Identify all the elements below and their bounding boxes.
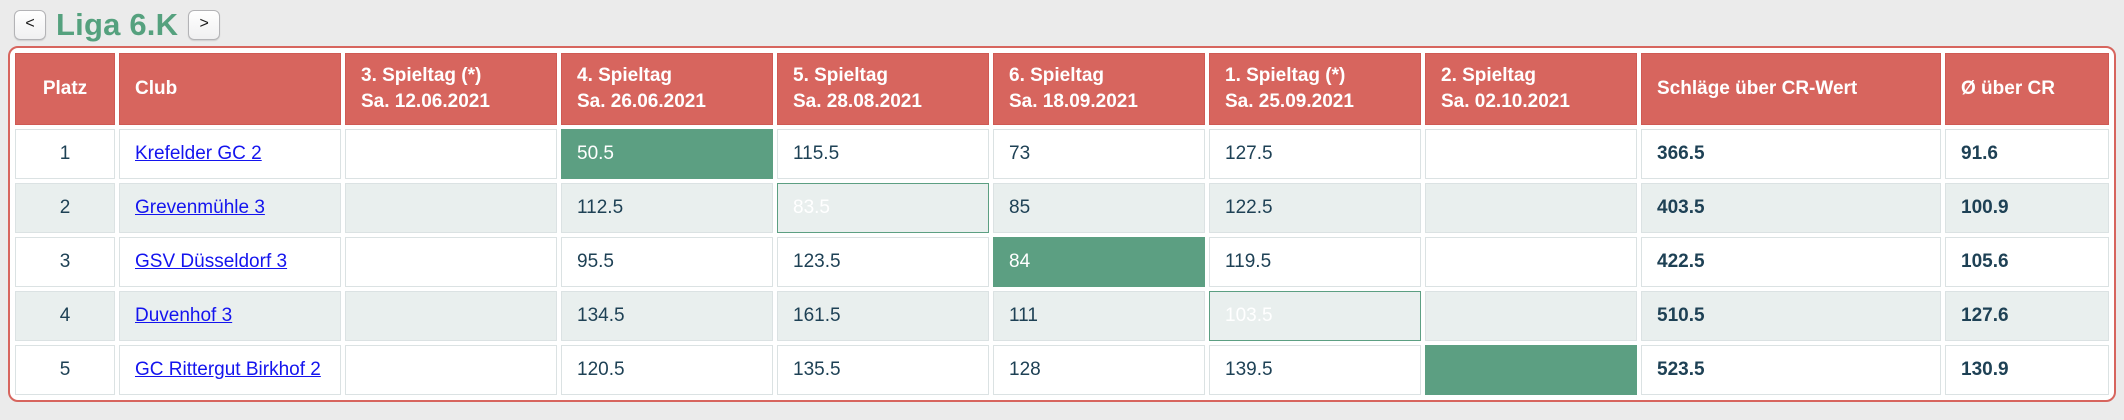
cell-d3 [345,291,557,341]
league-table-container: Platz Club 3. Spieltag (*) Sa. 12.06.2021 4.… [8,46,2116,402]
club-link[interactable]: Grevenmühle 3 [135,197,265,218]
cell-platz: 4 [15,291,115,341]
cell-platz: 5 [15,345,115,395]
cell-d3 [345,237,557,287]
cell-club: Grevenmühle 3 [119,183,341,233]
table-header: Platz Club 3. Spieltag (*) Sa. 12.06.2021 4.… [15,53,2109,125]
cell-d5: 115.5 [777,129,989,179]
column-header-d2: 2. Spieltag Sa. 02.10.2021 [1425,53,1637,125]
club-link[interactable]: Krefelder GC 2 [135,143,262,164]
table-row: 3 GSV Düsseldorf 3 95.5 123.5 84 119.5 422.5 10… [15,237,2109,287]
cell-d2 [1425,183,1637,233]
cell-club: Krefelder GC 2 [119,129,341,179]
cell-d2 [1425,237,1637,287]
cell-d1: 122.5 [1209,183,1421,233]
club-link[interactable]: GSV Düsseldorf 3 [135,251,288,272]
cell-d4: 112.5 [561,183,773,233]
cell-d6: 84 [993,237,1205,287]
toolbar: < Liga 6.K > [0,0,2124,44]
column-header-avg: Ø über CR [1945,53,2109,125]
cell-d4: 50.5 [561,129,773,179]
cell-d6: 128 [993,345,1205,395]
table-row: 4 Duvenhof 3 134.5 161.5 111 103.5 510.5 127.6 [15,291,2109,341]
cell-d6: 111 [993,291,1205,341]
cell-club: GSV Düsseldorf 3 [119,237,341,287]
cell-d4: 134.5 [561,291,773,341]
cell-total: 422.5 [1641,237,1941,287]
next-league-button[interactable]: > [188,10,221,40]
column-header-total: Schläge über CR-Wert [1641,53,1941,125]
cell-d2 [1425,129,1637,179]
cell-d1: 119.5 [1209,237,1421,287]
cell-avg: 127.6 [1945,291,2109,341]
cell-platz: 2 [15,183,115,233]
cell-total: 366.5 [1641,129,1941,179]
column-header-d6: 6. Spieltag Sa. 18.09.2021 [993,53,1205,125]
cell-total: 523.5 [1641,345,1941,395]
cell-total: 403.5 [1641,183,1941,233]
cell-d2 [1425,291,1637,341]
cell-d5: 161.5 [777,291,989,341]
cell-d1: 139.5 [1209,345,1421,395]
cell-club: GC Rittergut Birkhof 2 [119,345,341,395]
cell-d6: 85 [993,183,1205,233]
club-link[interactable]: Duvenhof 3 [135,305,233,326]
cell-total: 510.5 [1641,291,1941,341]
cell-platz: 3 [15,237,115,287]
column-header-club: Club [119,53,341,125]
column-header-d5: 5. Spieltag Sa. 28.08.2021 [777,53,989,125]
club-link[interactable]: GC Rittergut Birkhof 2 [135,359,321,380]
table-row: 2 Grevenmühle 3 112.5 83.5 85 122.5 403.5 100.9 [15,183,2109,233]
cell-d1: 127.5 [1209,129,1421,179]
table-row: 1 Krefelder GC 2 50.5 115.5 73 127.5 366.5 91.6 [15,129,2109,179]
header-row: Platz Club 3. Spieltag (*) Sa. 12.06.2021 4.… [15,53,2109,125]
cell-d3 [345,345,557,395]
cell-d5: 83.5 [777,183,989,233]
cell-platz: 1 [15,129,115,179]
cell-club: Duvenhof 3 [119,291,341,341]
cell-d4: 120.5 [561,345,773,395]
column-header-d1: 1. Spieltag (*) Sa. 25.09.2021 [1209,53,1421,125]
page-title: Liga 6.K [56,7,179,42]
cell-d3 [345,183,557,233]
cell-d3 [345,129,557,179]
cell-d4: 95.5 [561,237,773,287]
cell-d5: 135.5 [777,345,989,395]
cell-avg: 105.6 [1945,237,2109,287]
cell-d6: 73 [993,129,1205,179]
table-body: 1 Krefelder GC 2 50.5 115.5 73 127.5 366.5 91.6… [15,129,2109,395]
cell-avg: 130.9 [1945,345,2109,395]
cell-d2 [1425,345,1637,395]
column-header-d3: 3. Spieltag (*) Sa. 12.06.2021 [345,53,557,125]
cell-avg: 100.9 [1945,183,2109,233]
cell-d1: 103.5 [1209,291,1421,341]
table-row: 5 GC Rittergut Birkhof 2 120.5 135.5 128 139.… [15,345,2109,395]
column-header-platz: Platz [15,53,115,125]
column-header-d4: 4. Spieltag Sa. 26.06.2021 [561,53,773,125]
league-table: Platz Club 3. Spieltag (*) Sa. 12.06.2021 4.… [11,49,2113,399]
cell-d5: 123.5 [777,237,989,287]
cell-avg: 91.6 [1945,129,2109,179]
prev-league-button[interactable]: < [14,10,46,40]
